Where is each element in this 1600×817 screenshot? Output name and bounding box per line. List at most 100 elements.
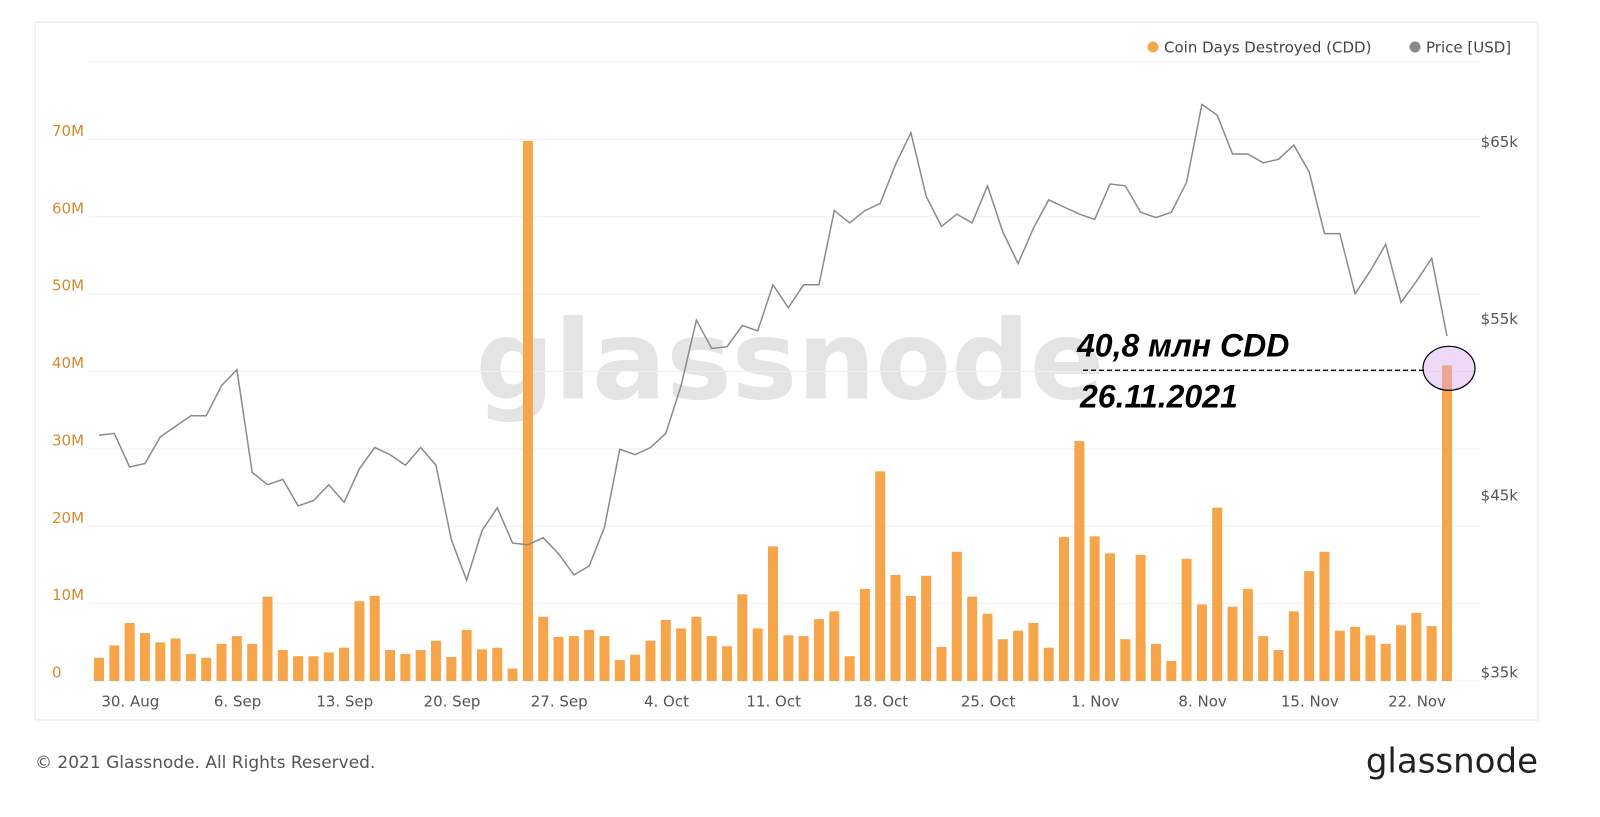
- bar: [1120, 639, 1131, 681]
- x-tick-label: 13. Sep: [316, 693, 373, 711]
- bar: [1196, 604, 1207, 681]
- bar: [1013, 630, 1024, 681]
- bar: [461, 629, 472, 681]
- bar: [139, 633, 150, 681]
- bar: [737, 594, 748, 681]
- bar: [155, 642, 166, 681]
- bar: [997, 639, 1008, 681]
- y-tick-label: 0: [52, 664, 62, 682]
- annotation: 26.11.2021: [1079, 378, 1238, 414]
- bar: [1043, 647, 1054, 681]
- bar: [844, 656, 855, 681]
- bar: [247, 643, 258, 681]
- bar: [231, 636, 242, 681]
- y-tick-label: 20M: [52, 509, 84, 527]
- bar: [859, 588, 870, 681]
- bar: [1242, 588, 1253, 681]
- bar: [553, 636, 564, 681]
- y-tick-label: 10M: [52, 586, 84, 604]
- bar: [1227, 606, 1238, 681]
- x-tick-label: 6. Sep: [214, 693, 261, 711]
- bar: [1288, 611, 1299, 681]
- bar: [1396, 625, 1407, 681]
- bar: [109, 645, 120, 681]
- x-tick-label: 30. Aug: [101, 693, 159, 711]
- bar: [385, 650, 396, 681]
- bar: [1105, 553, 1115, 681]
- bar: [1059, 537, 1070, 681]
- x-tick-label: 25. Oct: [961, 693, 1016, 711]
- y2-tick-label: $35k: [1481, 664, 1519, 682]
- bar: [170, 638, 181, 681]
- watermark: glassnode: [476, 296, 1105, 424]
- bar: [691, 616, 702, 681]
- x-tick-label: 27. Sep: [531, 693, 588, 711]
- bar: [967, 596, 978, 681]
- bar: [1089, 536, 1100, 681]
- bar: [185, 653, 196, 681]
- price-line: [98, 103, 1448, 583]
- bar: [1181, 558, 1192, 681]
- annotation: 40,8 млн CDD: [1076, 327, 1289, 363]
- bar: [1273, 650, 1284, 681]
- legend-swatch: [1147, 41, 1159, 53]
- bar: [293, 656, 304, 681]
- y-tick-label: 50M: [52, 277, 84, 295]
- bar: [614, 660, 625, 681]
- bar: [323, 652, 334, 681]
- bar: [262, 596, 273, 681]
- bar: [1028, 622, 1039, 681]
- bar: [768, 546, 778, 681]
- y-tick-label: 30M: [52, 431, 84, 449]
- bar: [415, 650, 426, 681]
- bar: [905, 595, 916, 681]
- bar: [936, 646, 947, 681]
- legend-label: Coin Days Destroyed (CDD): [1164, 39, 1371, 57]
- bar: [216, 643, 227, 681]
- bar: [1442, 365, 1452, 681]
- bar: [538, 616, 549, 681]
- bar: [277, 650, 288, 681]
- bar: [568, 636, 579, 681]
- bar: [492, 647, 503, 681]
- bar: [599, 636, 610, 681]
- y-tick-label: 70M: [52, 122, 84, 140]
- bar: [645, 640, 656, 681]
- y2-tick-label: $55k: [1481, 310, 1519, 328]
- bar: [813, 619, 824, 681]
- bar: [1350, 626, 1361, 681]
- bar: [369, 595, 380, 681]
- bar: [1074, 441, 1085, 681]
- bar: [1135, 554, 1146, 681]
- logo: glassnode: [1366, 742, 1538, 782]
- y-tick-label: 60M: [52, 199, 84, 217]
- bar: [660, 619, 671, 681]
- x-tick-label: 22. Nov: [1388, 693, 1446, 711]
- bar: [798, 636, 809, 681]
- bar: [476, 649, 487, 681]
- bar: [921, 575, 932, 681]
- bar: [875, 471, 886, 681]
- footer: © 2021 Glassnode. All Rights Reserved.: [35, 753, 375, 773]
- bar: [1258, 636, 1269, 681]
- bar: [752, 628, 763, 681]
- y2-tick-label: $45k: [1481, 487, 1519, 505]
- y2-tick-label: $65k: [1481, 133, 1519, 151]
- bar: [1411, 612, 1422, 681]
- bar: [431, 640, 441, 681]
- bar: [890, 574, 901, 681]
- bar: [308, 656, 319, 681]
- x-tick-label: 8. Nov: [1178, 693, 1226, 711]
- bar: [522, 140, 533, 682]
- legend-label: Price [USD]: [1426, 39, 1511, 57]
- y-tick-label: 40M: [52, 354, 84, 372]
- bar: [1212, 507, 1223, 681]
- x-tick-label: 18. Oct: [854, 693, 909, 711]
- x-tick-label: 11. Oct: [746, 693, 801, 711]
- bar: [1426, 626, 1437, 681]
- bar: [507, 668, 518, 681]
- bar: [400, 653, 411, 681]
- bar: [982, 613, 993, 681]
